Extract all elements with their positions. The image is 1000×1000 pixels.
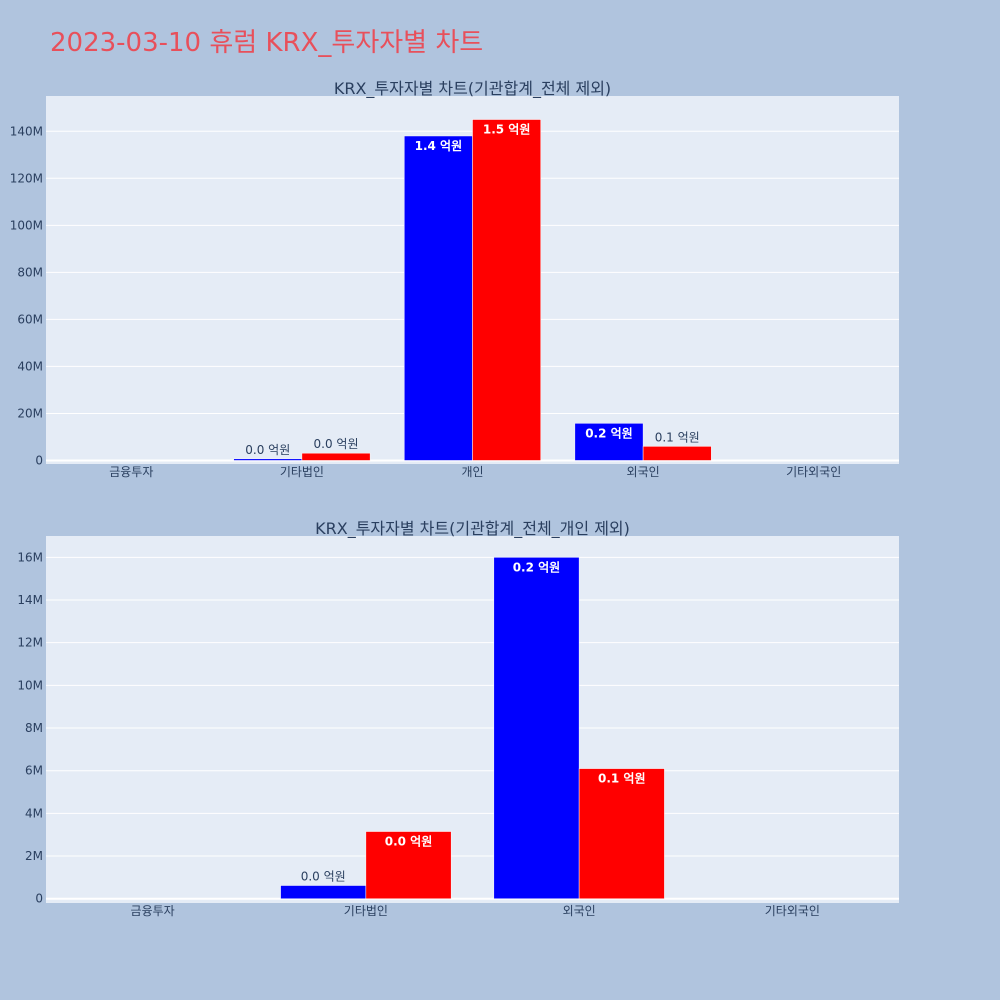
x-tick-label: 금융투자 (109, 465, 153, 479)
data-label: 0.0 억원 (245, 443, 290, 457)
data-label: 1.4 억원 (415, 139, 463, 153)
x-tick-label: 개인 (461, 465, 483, 479)
bar (472, 119, 541, 461)
bar (642, 446, 712, 461)
x-tick-label: 기타외국인 (786, 465, 841, 479)
y-tick-label: 140M (10, 124, 43, 138)
y-tick-label: 0 (35, 892, 43, 906)
y-tick-label: 8M (25, 721, 43, 735)
y-tick-label: 12M (17, 636, 43, 650)
x-tick-label: 외국인 (627, 465, 660, 479)
plot-area (46, 536, 899, 903)
bar (404, 135, 473, 461)
y-tick-label: 80M (17, 265, 43, 279)
x-tick-label: 외국인 (563, 904, 596, 918)
data-label: 0.0 억원 (301, 870, 346, 884)
chart-title: KRX_투자자별 차트(기관합계_전체 제외) (334, 79, 611, 99)
y-tick-label: 60M (17, 312, 43, 326)
bar-chart-bottom: KRX_투자자별 차트(기관합계_전체_개인 제외) 0 2M 4M 6M 8M 10M 12… (17, 519, 899, 918)
y-tick-label: 10M (17, 678, 43, 692)
bar (493, 557, 580, 899)
y-tick-label: 100M (10, 218, 43, 232)
bar (280, 885, 367, 899)
y-tick-label: 20M (17, 406, 43, 420)
x-tick-label: 기타외국인 (765, 904, 820, 918)
y-tick-label: 120M (10, 171, 43, 185)
y-tick-label: 14M (17, 593, 43, 607)
data-label: 1.5 억원 (483, 123, 531, 137)
bar (574, 423, 644, 461)
data-label: 0.0 억원 (385, 835, 433, 849)
bar (365, 831, 452, 899)
bar (301, 452, 371, 461)
x-tick-label: 금융투자 (131, 904, 175, 918)
bar-chart-top: KRX_투자자별 차트(기관합계_전체 제외) 0 20M 40M 60M 80M 100M… (10, 79, 899, 479)
data-label: 0.1 억원 (655, 430, 700, 444)
x-tick-label: 기타법인 (344, 904, 388, 918)
y-tick-label: 40M (17, 359, 43, 373)
y-tick-label: 0 (35, 453, 43, 467)
page-title: 2023-03-10 휴럼 KRX_투자자별 차트 (50, 28, 484, 58)
y-tick-label: 6M (25, 764, 43, 778)
data-label: 0.2 억원 (513, 560, 561, 574)
y-tick-label: 2M (25, 849, 43, 863)
data-label: 0.0 억원 (314, 437, 359, 451)
data-label: 0.1 억원 (598, 772, 646, 786)
y-tick-label: 16M (17, 550, 43, 564)
x-tick-label: 기타법인 (280, 465, 324, 479)
y-tick-label: 4M (25, 806, 43, 820)
chart-title: KRX_투자자별 차트(기관합계_전체_개인 제외) (315, 519, 630, 539)
bar (578, 768, 665, 899)
data-label: 0.2 억원 (585, 426, 633, 440)
